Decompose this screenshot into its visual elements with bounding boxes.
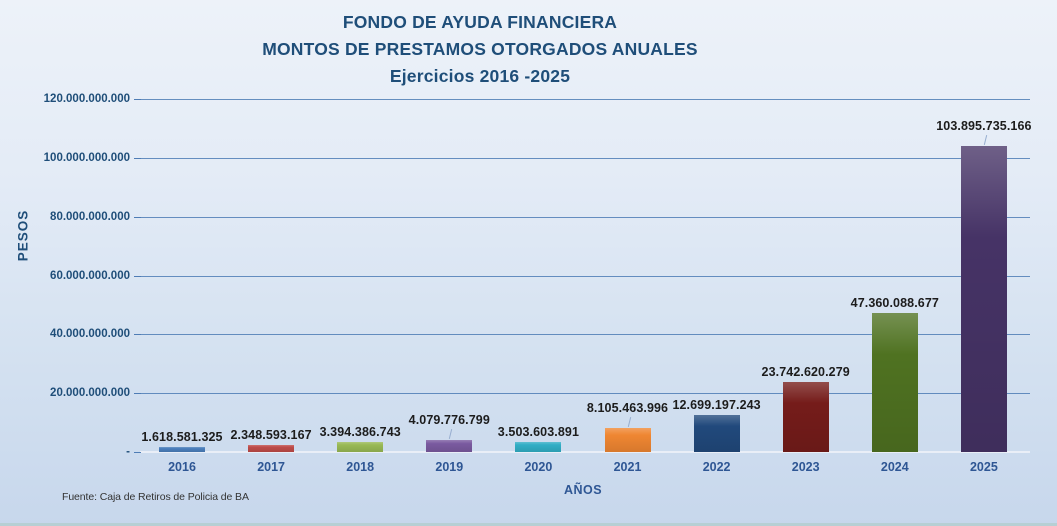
y-tick-mark (134, 452, 141, 453)
value-label-2016: 1.618.581.325 (141, 430, 223, 445)
gridline (140, 157, 1030, 159)
y-tick-mark (134, 99, 141, 100)
bottom-edge-strip (0, 523, 1057, 526)
gridline (140, 99, 1030, 100)
value-label-2019: 4.079.776.799 (408, 412, 490, 427)
x-tick-label-2023: 2023 (791, 460, 820, 474)
y-tick-mark (134, 216, 141, 218)
value-label-2018: 3.394.386.743 (319, 425, 401, 439)
bar-2022 (693, 414, 740, 452)
value-label-2020: 3.503.603.891 (497, 424, 580, 439)
bar-2016 (159, 447, 205, 452)
x-tick-label-2021: 2021 (613, 460, 642, 474)
value-label-2021: 8.105.463.996 (586, 401, 669, 416)
x-axis-line (140, 451, 1030, 453)
value-label-2023: 23.742.620.279 (761, 365, 850, 380)
y-tick-label: - (126, 446, 130, 458)
gridline (140, 275, 1030, 277)
bar-2023 (782, 382, 829, 452)
chart-title: FONDO DE AYUDA FINANCIERA MONTOS DE PRES… (0, 9, 960, 90)
y-tick-mark (134, 157, 141, 159)
y-tick-label: 60.000.000.000 (50, 269, 130, 282)
gridline (140, 216, 1030, 218)
y-tick-label: 100.000.000.000 (43, 151, 130, 164)
chart-title-line3: Ejercicios 2016 -2025 (389, 66, 571, 86)
gridline (140, 393, 1030, 395)
value-label-2022: 12.699.197.243 (672, 397, 761, 412)
chart-title-line1: FONDO DE AYUDA FINANCIERA (342, 12, 618, 32)
plot-area (140, 99, 1030, 452)
y-axis-title: PESOS (15, 209, 31, 262)
x-tick-label-2024: 2024 (880, 460, 909, 474)
x-tick-label-2016: 2016 (168, 460, 196, 474)
y-tick-label: 120.000.000.000 (43, 93, 130, 105)
y-tick-mark (134, 275, 141, 277)
value-label-2024: 47.360.088.677 (850, 295, 939, 310)
value-label-2025: 103.895.735.166 (936, 119, 1032, 134)
y-tick-label: 40.000.000.000 (50, 328, 130, 341)
x-tick-label-2022: 2022 (702, 460, 731, 474)
y-tick-label: 20.000.000.000 (50, 387, 130, 400)
y-tick-label: 80.000.000.000 (50, 210, 130, 223)
value-label-2017: 2.348.593.167 (230, 428, 312, 443)
x-tick-label-2025: 2025 (969, 460, 998, 474)
bar-2019 (426, 439, 473, 452)
source-note: Fuente: Caja de Retiros de Policia de BA (62, 491, 249, 503)
bar-2017 (248, 445, 295, 452)
bar-2018 (337, 442, 384, 452)
bar-2020 (515, 441, 562, 452)
x-tick-label-2018: 2018 (346, 460, 375, 474)
x-axis-title: AÑOS (563, 483, 603, 497)
x-tick-label-2017: 2017 (257, 460, 285, 474)
x-tick-label-2019: 2019 (435, 460, 464, 474)
x-tick-label-2020: 2020 (524, 460, 553, 474)
bar-2021 (604, 428, 651, 452)
y-tick-mark (134, 393, 141, 395)
gridline (140, 334, 1030, 336)
bar-2024 (871, 312, 918, 452)
chart-title-line2: MONTOS DE PRESTAMOS OTORGADOS ANUALES (262, 39, 698, 59)
y-tick-mark (134, 334, 141, 336)
bar-2025 (960, 146, 1007, 452)
